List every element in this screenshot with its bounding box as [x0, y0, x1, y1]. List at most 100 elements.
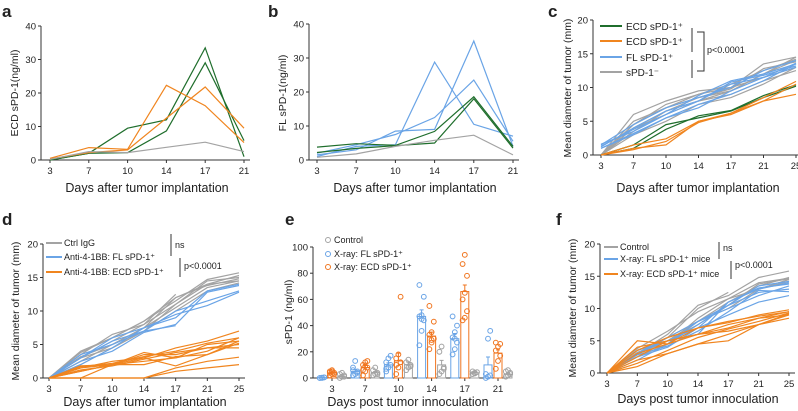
b-plot: 0 10 20 30 40 3 7 10 14 17 21	[293, 20, 519, 177]
e-data-point-orange	[397, 359, 404, 366]
e-y-tick-label: 0	[303, 374, 308, 385]
e-x-tick-label: 7	[363, 384, 368, 395]
f-y-tick-label: 15	[584, 272, 595, 283]
e-legend: Control X-ray: FL sPD-1⁺ X-ray: ECD sPD-…	[325, 235, 412, 272]
c-legend-label: sPD-1⁻	[626, 68, 659, 79]
f-legend-label: X-ray: ECD sPD-1⁺ mice	[620, 269, 719, 279]
c-p-value: p<0.0001	[707, 45, 745, 55]
e-data-point-blue	[354, 369, 361, 376]
panel-label-a: a	[2, 2, 12, 21]
e-x-axis-label: Days post tumor innoculation	[327, 395, 488, 409]
e-data-point-orange	[492, 365, 499, 372]
f-y-tick-label: 0	[590, 369, 595, 380]
f-series-line-orange	[606, 311, 790, 374]
a-y-axis-label: ECD sPD-1(ng/ml)	[9, 50, 21, 137]
e-data-point-orange	[364, 358, 371, 364]
e-data-point-orange	[428, 337, 435, 343]
f-significance-bars	[718, 242, 732, 279]
c-x-tick-label: 3	[598, 161, 603, 172]
e-data-point-gray	[471, 370, 478, 377]
e-data-point-gray	[436, 348, 443, 355]
e-data-point-blue	[454, 322, 460, 329]
a-y-tick-label: 10	[25, 122, 36, 133]
e-y-tick-label: 20	[297, 347, 308, 358]
e-data-point-blue	[352, 358, 359, 364]
c-series-line-orange	[600, 80, 797, 156]
e-x-tick-label: 3	[329, 384, 334, 395]
a-x-axis-label: Days after tumor implantation	[65, 181, 228, 195]
c-x-tick-label: 25	[791, 161, 798, 172]
d-y-tick-label: 5	[33, 340, 38, 351]
c-series-line-blue	[600, 63, 797, 145]
b-x-axis-label: Days after tumor implantation	[333, 181, 496, 195]
d-y-tick-label: 10	[27, 307, 38, 318]
a-series-line-gray	[49, 141, 245, 160]
f-legend-label: X-ray: FL sPD-1⁺ mice	[620, 254, 710, 264]
e-y-tick-label: 60	[297, 295, 308, 306]
d-x-axis-label: Days after tumor implantation	[63, 395, 226, 409]
e-data-point-blue	[451, 335, 458, 342]
e-data-point-orange	[428, 329, 435, 336]
a-series-line-orange	[49, 84, 245, 159]
e-data-point-blue	[319, 374, 325, 381]
e-data-point-orange	[329, 368, 335, 375]
f-x-axis-label: Days post tumor innoculation	[617, 392, 778, 406]
e-legend-marker	[325, 264, 331, 270]
f-x-tick-label: 17	[723, 379, 734, 390]
e-data-point-orange	[461, 251, 468, 258]
e-data-point-blue	[418, 327, 425, 334]
c-plot: 0 5 10 15 20 3 7 10 14 17 21 25	[577, 16, 798, 172]
a-y-tick-label: 20	[25, 89, 36, 100]
c-x-tick-label: 17	[726, 161, 737, 172]
a-y-tick-label: 0	[31, 156, 36, 167]
d-x-tick-label: 17	[170, 384, 181, 395]
d-y-axis-label: Mean diameter of tumor (mm)	[10, 242, 22, 381]
c-significance-bracket	[691, 28, 705, 78]
c-legend-label: ECD sPD-1⁺	[626, 37, 683, 48]
b-y-tick-label: 20	[293, 88, 304, 99]
e-data-point-blue	[485, 335, 491, 342]
e-data-point-orange	[461, 314, 468, 321]
e-data-point-blue	[416, 282, 423, 288]
panel-label-c: c	[548, 2, 557, 21]
d-significance-bars	[170, 234, 181, 277]
d-legend: Ctrl IgG Anti-4-1BB: FL sPD-1⁺ Anti-4-1B…	[46, 234, 222, 277]
b-x-tick-label: 7	[354, 166, 359, 177]
e-data-point-gray	[374, 371, 381, 377]
e-data-point-orange	[393, 371, 400, 377]
panel-label-b: b	[268, 2, 278, 21]
f-legend: Control X-ray: FL sPD-1⁺ mice X-ray: ECD…	[604, 242, 773, 279]
c-y-tick-label: 15	[577, 49, 588, 60]
a-y-tick-label: 40	[25, 22, 36, 33]
d-series-line-orange	[49, 356, 240, 379]
d-series-line-blue	[48, 284, 240, 379]
c-y-tick-label: 20	[577, 16, 588, 27]
e-data-point-orange	[459, 296, 466, 303]
c-x-tick-label: 7	[631, 161, 636, 172]
d-y-tick-label: 0	[33, 374, 38, 385]
c-x-axis-label: Days after tumor implantation	[616, 181, 779, 195]
c-y-tick-label: 0	[583, 151, 588, 162]
b-x-tick-label: 3	[314, 166, 319, 177]
e-data-point-blue	[449, 313, 456, 320]
e-legend-marker	[325, 237, 331, 243]
e-error-bar	[486, 356, 490, 365]
a-x-tick-label: 10	[122, 166, 133, 177]
f-ns: ns	[723, 243, 733, 253]
e-y-tick-label: 100	[292, 243, 308, 254]
b-y-tick-label: 30	[293, 54, 304, 65]
f-y-axis-label: Mean diameter of tumor (mm)	[567, 239, 579, 378]
d-series-line-gray	[48, 280, 240, 379]
c-y-tick-label: 5	[583, 117, 588, 128]
d-legend-label: Anti-4-1BB: ECD sPD-1⁺	[64, 267, 164, 277]
f-p-value: p<0.0001	[735, 260, 773, 270]
c-series-line-gray	[600, 70, 797, 156]
c-series-line-blue	[600, 62, 797, 149]
b-x-tick-label: 21	[508, 166, 519, 177]
a-x-tick-label: 3	[47, 166, 52, 177]
a-series-line-green	[49, 61, 245, 161]
a-x-tick-label: 17	[200, 166, 211, 177]
e-x-tick-label: 14	[426, 384, 437, 395]
a-y-tick-label: 30	[25, 55, 36, 66]
